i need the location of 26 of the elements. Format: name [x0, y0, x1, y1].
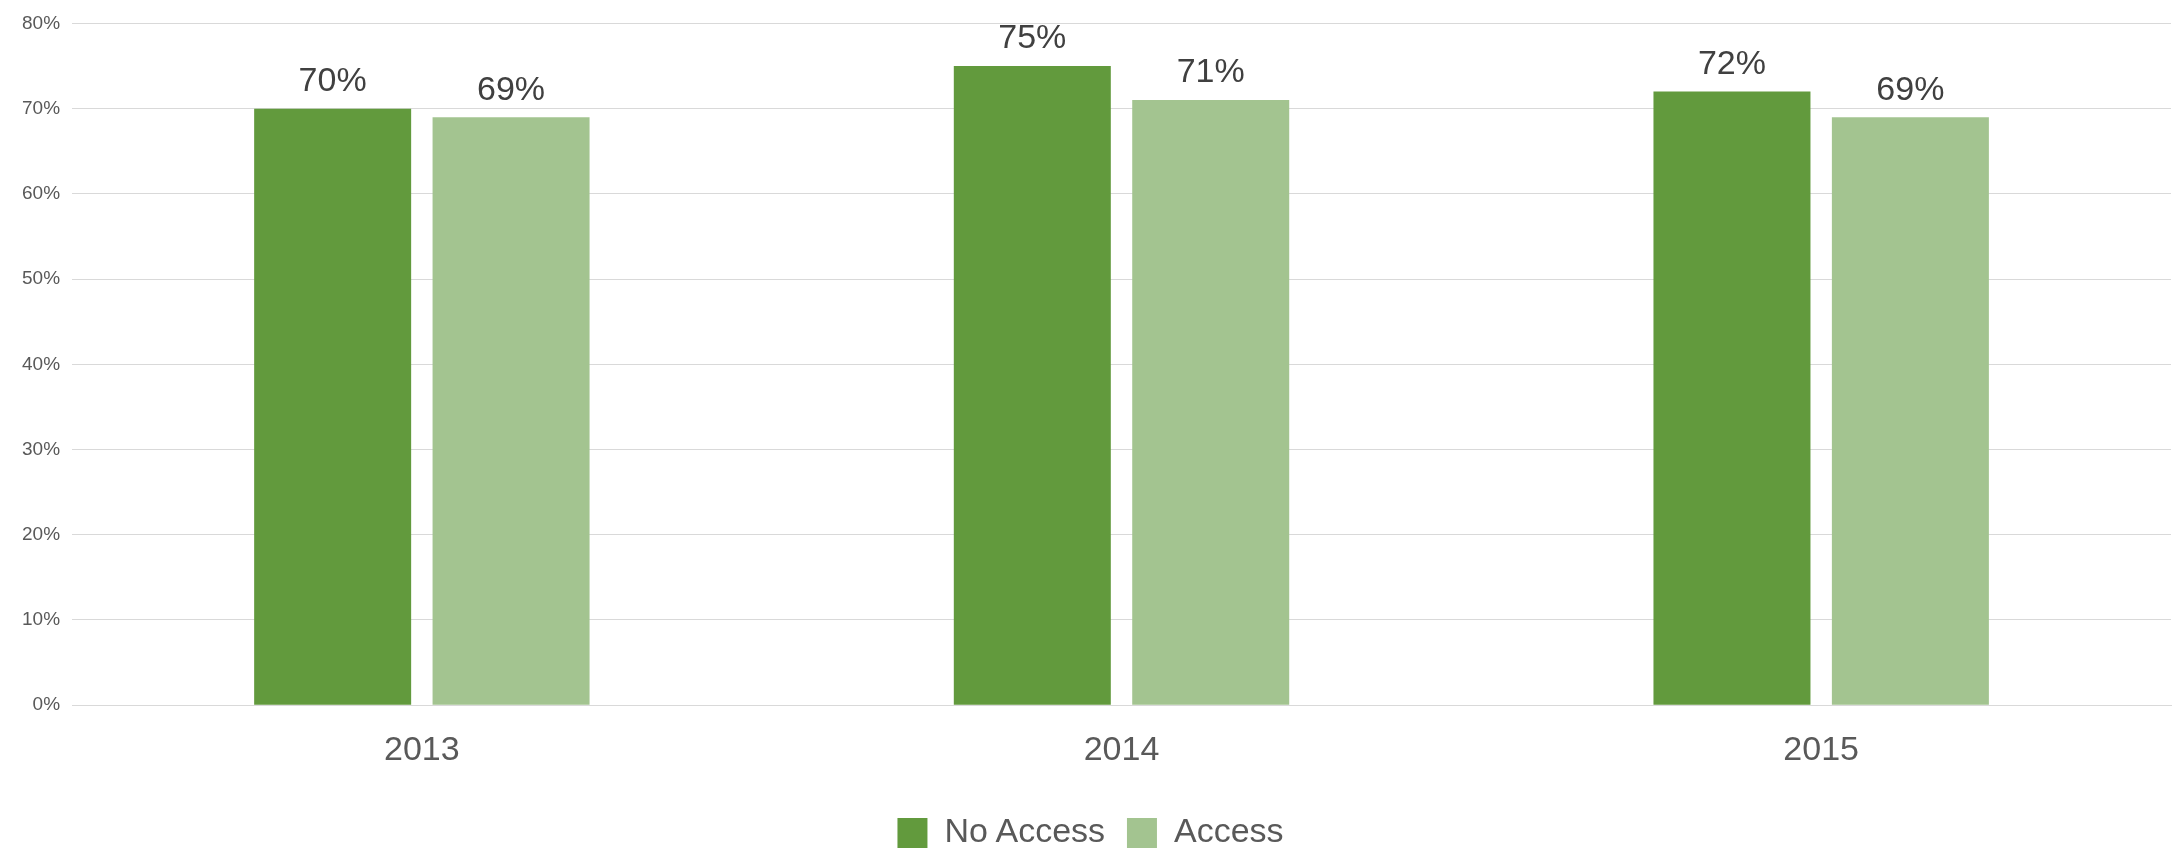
- y-tick-label: 40%: [22, 352, 61, 374]
- bar: [1653, 91, 1811, 705]
- y-tick-label: 30%: [22, 437, 61, 459]
- y-tick-label: 80%: [22, 11, 61, 33]
- y-tick-label: 10%: [22, 608, 61, 630]
- y-tick-label: 20%: [22, 522, 61, 544]
- bar: [1132, 100, 1290, 705]
- data-label: 72%: [1697, 42, 1766, 81]
- bar: [1831, 117, 1989, 705]
- y-tick-label: 60%: [22, 182, 61, 204]
- bar: [432, 117, 590, 705]
- x-tick-label: 2015: [1783, 728, 1859, 767]
- data-label: 70%: [298, 60, 367, 98]
- y-tick-label: 70%: [22, 96, 61, 118]
- bar: [953, 66, 1111, 705]
- x-tick-label: 2013: [384, 728, 460, 767]
- data-label: 75%: [998, 17, 1067, 56]
- data-label: 69%: [477, 68, 546, 107]
- legend-label: No Access: [944, 811, 1106, 850]
- legend-label: Access: [1173, 811, 1284, 850]
- x-tick-label: 2014: [1083, 728, 1160, 767]
- data-label: 71%: [1176, 51, 1245, 90]
- y-tick-label: 0%: [32, 693, 61, 715]
- data-label: 69%: [1876, 68, 1945, 107]
- bar: [254, 108, 412, 705]
- y-tick-label: 50%: [22, 267, 61, 289]
